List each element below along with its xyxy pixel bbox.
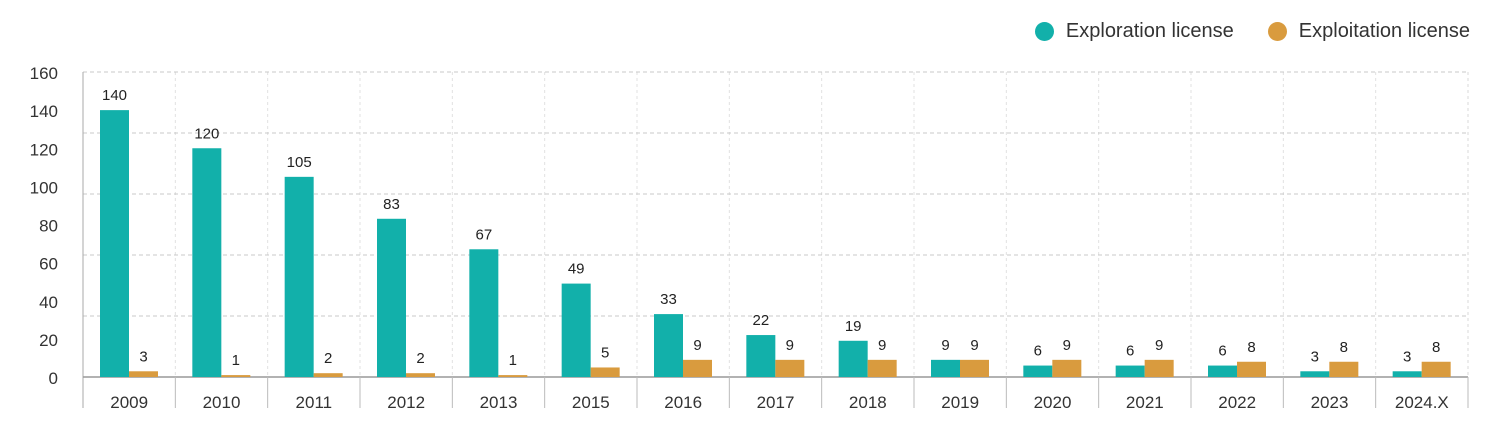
data-label: 67 — [475, 226, 492, 243]
y-tick-label: 40 — [39, 293, 58, 312]
data-label: 83 — [383, 196, 400, 213]
data-label: 120 — [194, 125, 219, 142]
data-label: 8 — [1247, 339, 1255, 356]
bar-exploitation — [590, 367, 620, 377]
y-tick-label: 160 — [30, 64, 58, 83]
data-label: 49 — [568, 261, 585, 278]
data-label: 9 — [693, 337, 701, 354]
bar-exploration — [838, 340, 868, 377]
x-tick-label: 2010 — [203, 393, 241, 412]
data-label: 3 — [139, 348, 147, 365]
bar-exploration — [746, 335, 776, 377]
x-tick-label: 2016 — [664, 393, 702, 412]
x-tick-label: 2024.X — [1395, 393, 1449, 412]
data-label: 3 — [1311, 348, 1319, 365]
bar-exploration — [1023, 365, 1053, 377]
x-tick-label: 2021 — [1126, 393, 1164, 412]
x-tick-label: 2023 — [1311, 393, 1349, 412]
bar-exploitation — [775, 359, 805, 377]
legend-swatch-exploitation — [1267, 22, 1287, 41]
bar-exploration — [931, 359, 960, 377]
y-tick-label: 80 — [39, 217, 58, 236]
x-tick-label: 2022 — [1218, 393, 1256, 412]
bar-exploitation — [1052, 359, 1082, 377]
data-label: 9 — [1155, 337, 1163, 354]
data-label: 22 — [752, 312, 769, 329]
data-label: 9 — [878, 337, 886, 354]
bar-exploitation — [221, 375, 251, 377]
x-tick-label: 2009 — [110, 393, 148, 412]
x-tick-label: 2018 — [849, 393, 887, 412]
bar-exploitation — [1144, 359, 1174, 377]
bar-exploitation — [683, 359, 712, 377]
data-label: 1 — [509, 352, 517, 369]
data-label: 6 — [1126, 343, 1134, 360]
bar-exploitation — [1421, 361, 1451, 377]
bar-exploration — [1208, 365, 1237, 377]
bar-exploration — [1392, 371, 1422, 377]
bar-exploration — [192, 148, 222, 377]
data-label: 9 — [1063, 337, 1071, 354]
data-label: 2 — [416, 350, 424, 367]
legend-item-exploitation: Exploitation license — [1267, 20, 1470, 43]
data-label: 6 — [1034, 343, 1042, 360]
data-label: 19 — [845, 318, 862, 335]
bar-exploitation — [960, 359, 989, 377]
bar-exploitation — [129, 371, 158, 377]
bar-exploitation — [1237, 361, 1266, 377]
bar-exploration — [100, 110, 129, 377]
data-label: 140 — [102, 87, 127, 104]
legend-label-exploration: Exploration license — [1065, 20, 1234, 42]
bar-exploration — [284, 176, 314, 377]
x-tick-label: 2011 — [296, 393, 333, 412]
data-label: 8 — [1340, 339, 1348, 356]
data-label: 1 — [232, 352, 240, 369]
data-label: 8 — [1432, 339, 1440, 356]
bar-exploration — [654, 314, 683, 377]
y-tick-label: 60 — [39, 255, 58, 274]
data-label: 6 — [1218, 343, 1226, 360]
y-tick-label: 140 — [30, 102, 58, 121]
bar-exploitation — [313, 373, 343, 377]
bar-exploitation — [1329, 361, 1359, 377]
bar-exploration — [469, 249, 499, 377]
legend-swatch-exploration — [1034, 22, 1054, 41]
data-label: 9 — [786, 337, 794, 354]
y-tick-label: 120 — [30, 140, 58, 159]
bar-exploitation — [867, 359, 897, 377]
data-label: 9 — [941, 337, 949, 354]
bar-exploration — [1115, 365, 1145, 377]
data-label: 5 — [601, 344, 609, 361]
data-label: 2 — [324, 350, 332, 367]
x-tick-label: 2013 — [480, 393, 518, 412]
y-tick-label: 0 — [49, 369, 58, 388]
bar-exploration — [377, 218, 406, 377]
y-tick-label: 20 — [39, 331, 58, 350]
y-tick-label: 100 — [30, 178, 58, 197]
x-tick-label: 2017 — [757, 393, 795, 412]
bar-exploitation — [406, 373, 435, 377]
x-tick-label: 2012 — [387, 393, 425, 412]
bar-exploration — [1300, 371, 1330, 377]
data-label: 9 — [970, 337, 978, 354]
chart-legend: Exploration license Exploitation license — [1034, 20, 1470, 43]
data-label: 33 — [660, 291, 677, 308]
data-label: 3 — [1403, 348, 1411, 365]
x-tick-label: 2019 — [941, 393, 979, 412]
legend-item-exploration: Exploration license — [1034, 20, 1234, 43]
data-label: 105 — [287, 154, 312, 171]
x-tick-label: 2020 — [1034, 393, 1072, 412]
legend-label-exploitation: Exploitation license — [1298, 20, 1470, 42]
x-tick-label: 2015 — [572, 393, 610, 412]
bar-exploitation — [498, 375, 528, 377]
bar-exploration — [561, 283, 591, 377]
